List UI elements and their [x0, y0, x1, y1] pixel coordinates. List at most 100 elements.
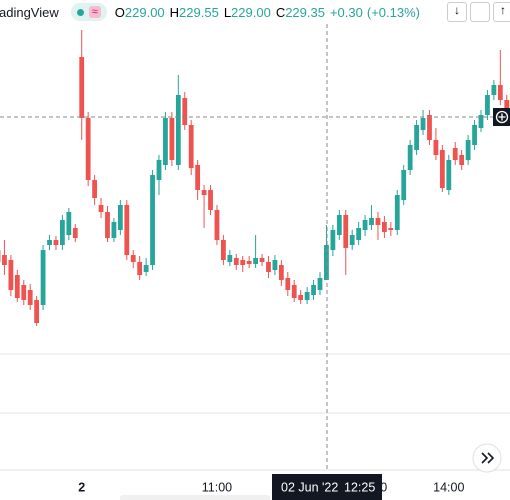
candle-body — [27, 290, 33, 305]
candle-body — [427, 115, 432, 140]
settings-button[interactable] — [470, 2, 490, 22]
add-icon — [495, 110, 509, 124]
candle-body — [14, 275, 20, 298]
candle-body — [156, 160, 162, 180]
candle-body — [311, 285, 316, 295]
candle-body — [2, 255, 7, 265]
candle-body — [317, 278, 323, 290]
candle-body — [117, 205, 123, 230]
candle-body — [291, 285, 297, 298]
candle-body — [285, 278, 291, 290]
candle-body — [369, 218, 374, 225]
candle-body — [336, 215, 342, 235]
candle-body — [433, 140, 439, 155]
candle-body — [465, 140, 471, 160]
candle-body — [92, 180, 97, 198]
candle-body — [349, 235, 355, 245]
change-value: +0.30 — [329, 4, 363, 20]
candle-body — [214, 210, 220, 240]
candle-body — [394, 195, 400, 230]
candle-body — [60, 220, 65, 245]
candle-body — [259, 258, 265, 262]
open-label: O — [114, 4, 125, 20]
candle-body — [8, 260, 14, 290]
scrollbar — [120, 495, 270, 500]
candle-body — [491, 85, 497, 95]
candle-body — [47, 240, 52, 245]
candle-body — [124, 205, 130, 255]
candle-body — [356, 228, 362, 240]
candle-body — [304, 292, 310, 300]
add-icon — [498, 113, 506, 121]
candle-body — [169, 118, 175, 160]
legend-bar: adingView ≈ O 229.00 H 229.55 L 229.00 C 229… — [0, 0, 510, 24]
candle-body — [130, 255, 136, 262]
candle-body — [446, 160, 452, 190]
close-label: C — [275, 4, 286, 20]
high-value: 229.55 — [179, 4, 219, 20]
low-label: L — [223, 4, 232, 20]
candle-body — [221, 240, 226, 260]
candle-body — [105, 212, 110, 238]
candle-body — [452, 148, 458, 160]
candle-body — [401, 170, 407, 200]
candle-body — [439, 150, 445, 188]
candle-body — [208, 190, 213, 210]
crosshair-time: 12:25 — [344, 480, 375, 494]
candle-body — [143, 265, 149, 272]
candle-body — [362, 220, 368, 230]
candle-body — [420, 118, 426, 130]
candle-body — [272, 260, 278, 270]
candle-body — [298, 295, 304, 300]
candle-body — [472, 125, 477, 145]
x-tick-label: 11:00 — [202, 480, 232, 494]
candle-body — [175, 95, 181, 165]
scroll-icon — [481, 452, 495, 464]
brand: adingView — [0, 4, 59, 20]
candle-body — [278, 265, 284, 280]
candle-body — [66, 212, 72, 235]
candle-body — [330, 230, 336, 250]
candle-body — [497, 85, 503, 100]
high-label: H — [169, 4, 180, 20]
candle-body — [201, 190, 207, 195]
x-tick-label: 14:00 — [433, 480, 464, 494]
candle-body — [21, 285, 27, 300]
candle-body — [188, 125, 194, 168]
candle-body — [40, 250, 46, 305]
crosshair-time-label — [272, 474, 382, 500]
candle-body — [382, 222, 387, 232]
candle-body — [504, 100, 510, 108]
candle-body — [111, 222, 117, 238]
candle-body — [253, 258, 258, 264]
candle-body — [459, 155, 465, 165]
candle-body — [478, 115, 484, 128]
status-pill[interactable]: ≈ — [70, 3, 107, 21]
candle-body — [227, 255, 233, 262]
candle-body — [34, 300, 40, 323]
close-value: 229.35 — [285, 4, 325, 20]
candle-body — [375, 218, 381, 225]
collapse-button[interactable]: ↓ — [447, 2, 467, 22]
x-tick-label: 2 — [78, 480, 85, 494]
candle-body — [98, 205, 104, 212]
candle-body — [485, 95, 490, 115]
candle-body — [388, 228, 394, 230]
candle-body — [233, 258, 239, 265]
candle-body — [195, 165, 201, 190]
candle-body — [79, 57, 85, 118]
candle-body — [53, 240, 59, 245]
candle-body — [240, 260, 246, 265]
expand-button[interactable]: ↑ — [493, 2, 510, 22]
candle-body — [137, 262, 143, 275]
candle-body — [266, 262, 271, 272]
candle-body — [343, 215, 349, 248]
change-percent: (+0.13%) — [366, 4, 420, 20]
open-value: 229.00 — [124, 4, 165, 20]
candle-body — [414, 125, 419, 150]
candle-body — [163, 118, 168, 165]
candles — [0, 30, 510, 326]
crosshair-date: 02 Jun '22 — [281, 480, 338, 494]
